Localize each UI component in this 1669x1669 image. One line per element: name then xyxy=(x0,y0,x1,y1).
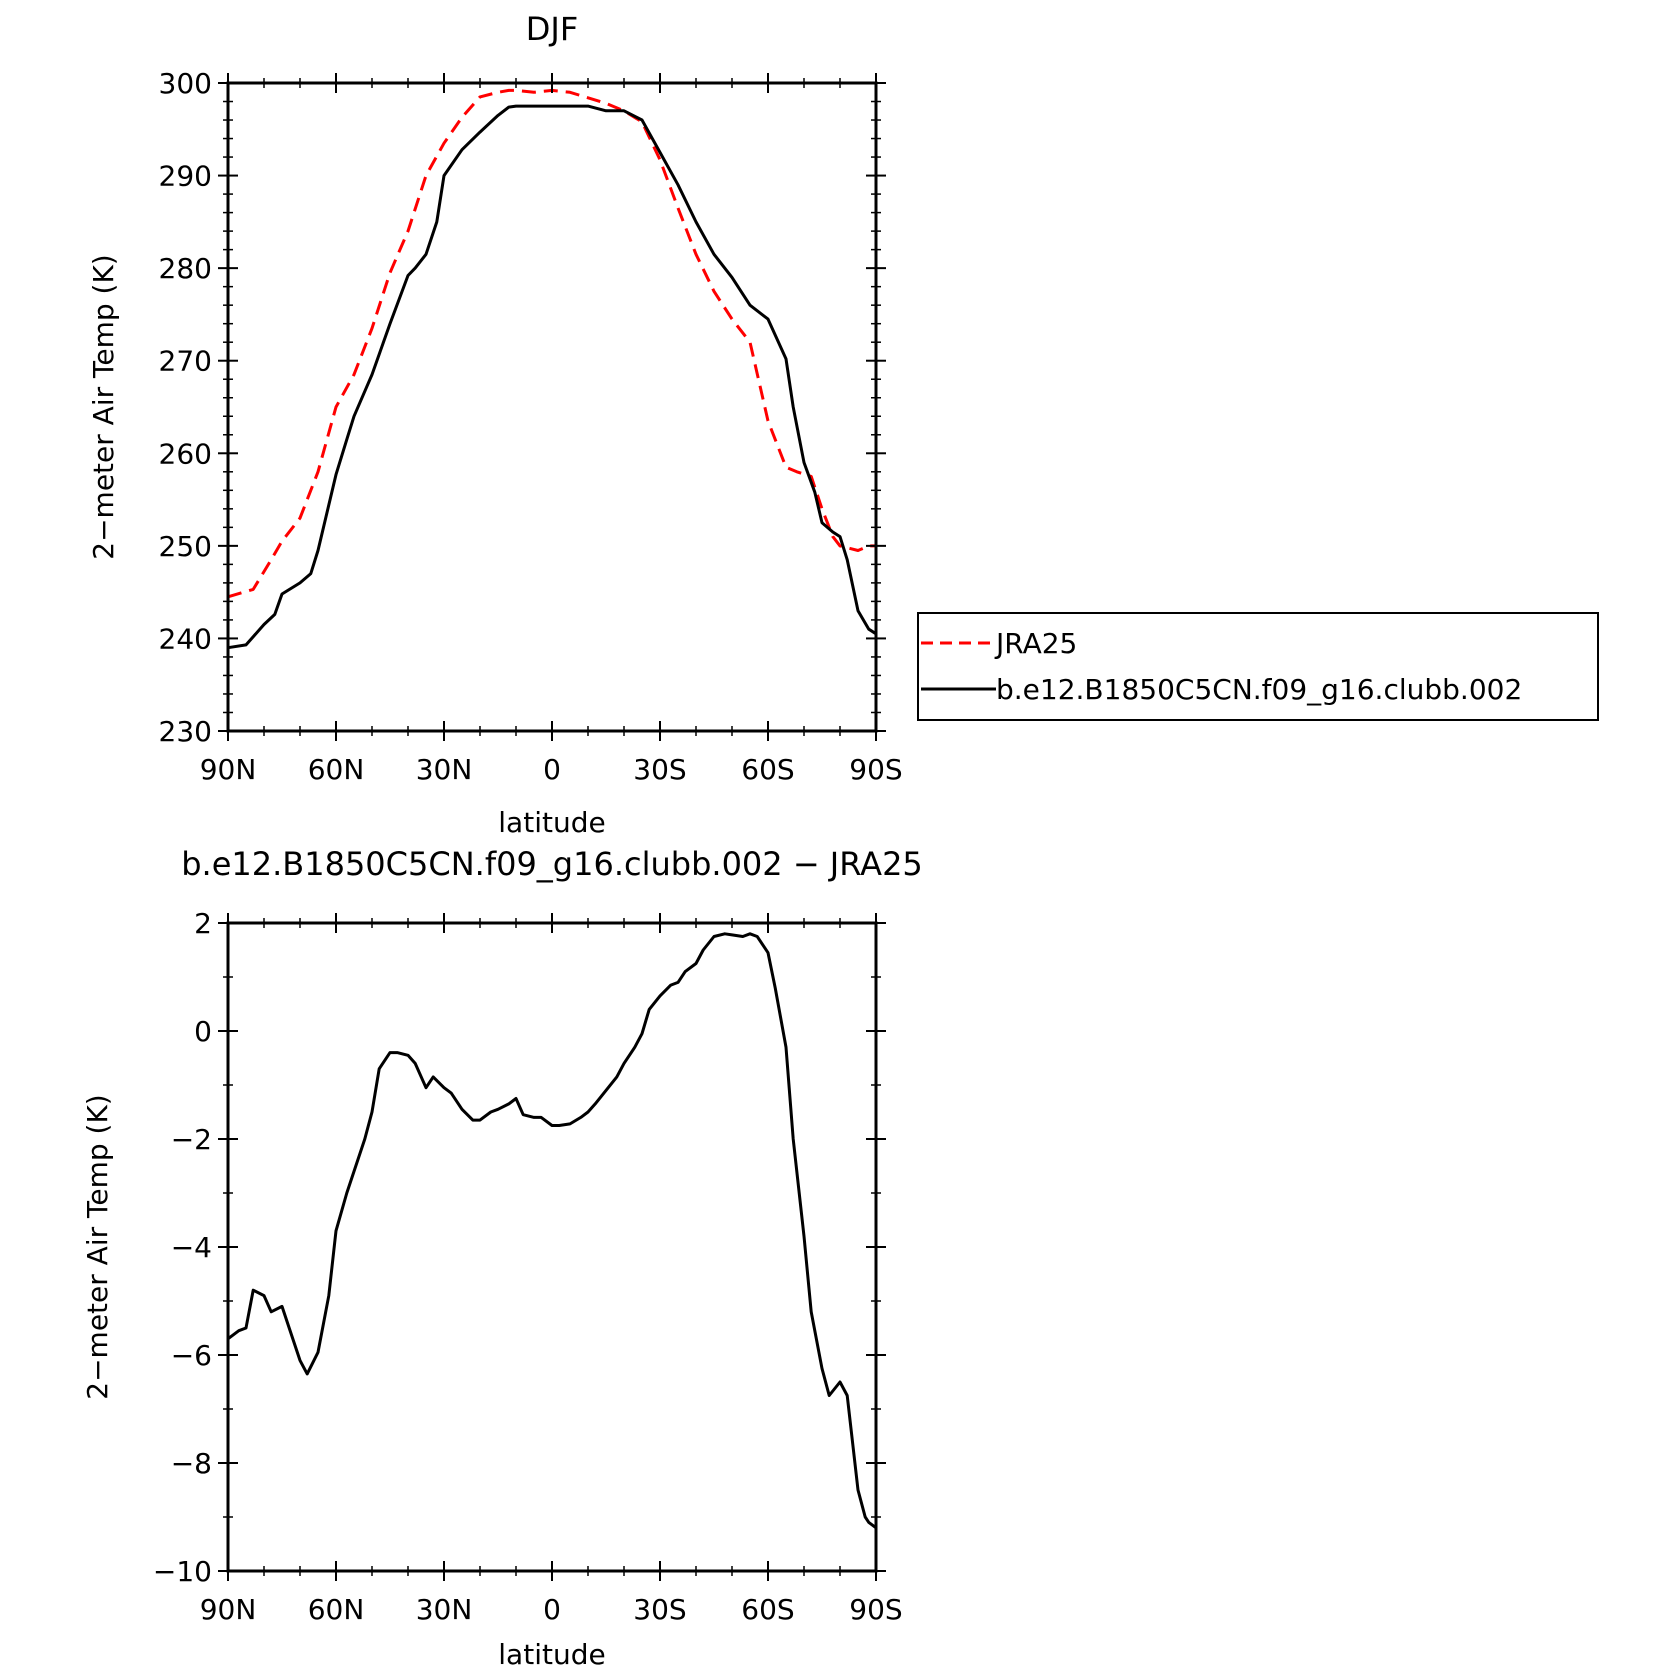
y-tick-label: 260 xyxy=(159,437,212,470)
y-tick-label: −6 xyxy=(171,1339,212,1372)
x-axis-label: latitude xyxy=(498,1638,605,1669)
panel-bottom: b.e12.B1850C5CN.f09_g16.clubb.002 − JRA2… xyxy=(81,845,923,1669)
legend-label-jra25: JRA25 xyxy=(994,627,1077,660)
y-tick-label: 250 xyxy=(159,530,212,563)
x-tick-label: 30N xyxy=(416,1593,473,1626)
x-tick-label: 0 xyxy=(543,1593,561,1626)
series-group xyxy=(227,932,877,1529)
x-tick-label: 30S xyxy=(633,1593,686,1626)
x-axis-label: latitude xyxy=(498,806,605,839)
x-tick-label: 60S xyxy=(741,753,794,786)
y-tick-label: 0 xyxy=(194,1015,212,1048)
x-tick-label: 30S xyxy=(633,753,686,786)
series-line-1 xyxy=(227,104,877,650)
y-tick-label: 280 xyxy=(159,252,212,285)
y-tick-label: 230 xyxy=(159,715,212,748)
x-tick-label: 60S xyxy=(741,1593,794,1626)
x-tick-label: 60N xyxy=(308,753,365,786)
y-axis-label: 2−meter Air Temp (K) xyxy=(81,1094,114,1399)
x-tick-label: 90S xyxy=(849,753,902,786)
y-tick-label: −8 xyxy=(171,1447,212,1480)
y-tick-label: 240 xyxy=(159,622,212,655)
x-tick-label: 60N xyxy=(308,1593,365,1626)
tick-group: 230 240 250 260 270 280 290 300 90N 60N 30N 0 30S 60S… xyxy=(159,67,903,786)
y-tick-label: 300 xyxy=(159,67,212,100)
x-tick-label: 90N xyxy=(200,753,257,786)
y-tick-label: −10 xyxy=(153,1555,212,1588)
plot-frame xyxy=(226,921,878,1573)
chart-title: b.e12.B1850C5CN.f09_g16.clubb.002 − JRA2… xyxy=(181,845,923,883)
x-tick-label: 30N xyxy=(416,753,473,786)
series-line-0 xyxy=(227,932,877,1529)
series-line-0 xyxy=(227,88,876,599)
legend-box xyxy=(917,612,1599,721)
y-tick-label: −4 xyxy=(171,1231,212,1264)
panel-top: DJF 230 240 250 260 270 280 290 300 90N 60N 30N 0 30… xyxy=(87,10,1599,839)
x-tick-label: 90S xyxy=(849,1593,902,1626)
tick-group: −10 −8 −6 −4 −2 0 2 90N 60N 30N 0 30S 60S 90S xyxy=(153,907,903,1626)
y-axis-label: 2−meter Air Temp (K) xyxy=(87,254,120,559)
x-tick-label: 0 xyxy=(543,753,561,786)
series-group xyxy=(227,88,877,650)
legend: JRA25 b.e12.B1850C5CN.f09_g16.clubb.002 xyxy=(917,612,1599,721)
y-tick-label: 270 xyxy=(159,345,212,378)
plot-frame xyxy=(226,81,878,733)
x-tick-label: 90N xyxy=(200,1593,257,1626)
y-tick-label: −2 xyxy=(171,1123,212,1156)
y-tick-label: 2 xyxy=(194,907,212,940)
chart-title: DJF xyxy=(526,10,578,48)
legend-label-model: b.e12.B1850C5CN.f09_g16.clubb.002 xyxy=(996,673,1522,706)
y-tick-label: 290 xyxy=(159,160,212,193)
